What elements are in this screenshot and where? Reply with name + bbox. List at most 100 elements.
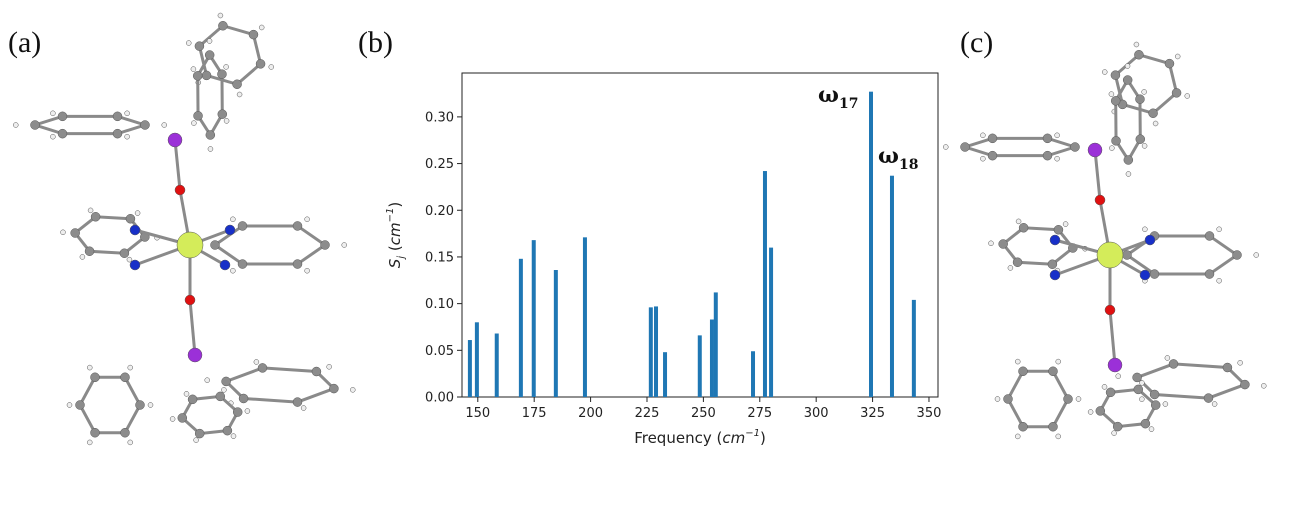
- atom: [1111, 136, 1121, 146]
- chart: 0.00 0.05 0.10 0.15 0.20 0.25 0.30 150 175 200 225…: [385, 72, 942, 447]
- atom: [1015, 358, 1021, 365]
- bar: [751, 351, 756, 397]
- bar: [868, 91, 873, 398]
- atom: [204, 50, 215, 60]
- atom: [1122, 75, 1133, 85]
- y-tick-label: 0.10: [425, 297, 454, 312]
- atom: [135, 400, 145, 410]
- ring: [196, 52, 224, 138]
- atom: [987, 150, 998, 161]
- bar: [531, 240, 536, 397]
- atom: [194, 41, 205, 51]
- bar: [663, 352, 668, 397]
- atom: [185, 40, 192, 46]
- annotation: ω18: [878, 143, 918, 173]
- atom: [258, 24, 265, 31]
- y-tick-label: 0.15: [425, 250, 454, 265]
- atom: [215, 391, 226, 402]
- atom: [57, 128, 68, 139]
- atom: [87, 364, 93, 371]
- atom: [134, 210, 141, 216]
- x-tick-label: 300: [804, 406, 829, 421]
- x-tick-label: 350: [917, 406, 942, 421]
- bond: [1108, 308, 1117, 367]
- atom: [140, 120, 150, 130]
- atom: [1003, 394, 1013, 404]
- atom: [230, 216, 236, 223]
- atom: [205, 130, 216, 140]
- atom: [50, 110, 56, 117]
- atom: [311, 366, 322, 377]
- atom: [980, 155, 986, 162]
- atom: [1105, 387, 1116, 398]
- atom: [90, 427, 100, 438]
- atom: [13, 122, 19, 128]
- annotation-symbol: ω: [818, 82, 839, 108]
- y-tick-label: 0.20: [425, 204, 454, 219]
- atom: [292, 397, 303, 407]
- bar: [494, 333, 499, 397]
- bar: [518, 258, 523, 397]
- atom: [1144, 234, 1156, 246]
- atom: [304, 267, 310, 274]
- atom: [244, 408, 251, 414]
- atom: [326, 364, 332, 370]
- atom: [125, 214, 136, 224]
- x-label-part: Frequency (: [634, 429, 722, 447]
- y-label-part: j: [396, 256, 407, 261]
- x-tick-label: 250: [691, 406, 716, 421]
- x-tick-label: 200: [578, 406, 603, 421]
- atom: [1253, 252, 1259, 258]
- atom: [184, 294, 196, 306]
- atom: [217, 12, 224, 19]
- atom: [1139, 269, 1151, 281]
- atom: [127, 439, 133, 446]
- atom: [238, 393, 249, 404]
- panel-label: (c): [960, 26, 993, 59]
- atom: [1015, 218, 1022, 225]
- atom: [112, 128, 123, 139]
- atom: [217, 69, 227, 79]
- atom: [1110, 70, 1121, 80]
- atom: [1110, 96, 1121, 106]
- atom: [222, 425, 233, 436]
- annotation-subscript: 17: [839, 96, 858, 112]
- panel-label: (b): [358, 26, 393, 59]
- atom: [350, 387, 356, 393]
- atom: [1054, 132, 1060, 139]
- atom: [1048, 366, 1058, 377]
- atom: [1015, 433, 1021, 440]
- y-tick-label: 0.25: [425, 157, 454, 172]
- atom: [201, 70, 212, 81]
- bar: [582, 237, 587, 397]
- x-label-part: cm: [722, 429, 745, 447]
- atom: [50, 133, 56, 140]
- atom: [1054, 155, 1060, 162]
- atom: [1237, 360, 1243, 366]
- atom: [1132, 372, 1142, 383]
- atom: [1139, 380, 1145, 386]
- atom: [1141, 89, 1147, 95]
- y-label-part: (: [386, 245, 404, 256]
- atom: [1171, 88, 1182, 98]
- x-tick-label: 275: [747, 406, 772, 421]
- y-label-part: S: [386, 258, 404, 268]
- bond: [1093, 148, 1102, 202]
- atom: [1095, 406, 1106, 416]
- atom: [119, 248, 130, 258]
- atom: [1148, 108, 1158, 119]
- atom: [1148, 426, 1155, 432]
- atom: [1112, 421, 1123, 432]
- atom: [1007, 265, 1014, 271]
- atom: [1184, 93, 1191, 99]
- atom: [1096, 241, 1124, 269]
- atom: [1062, 221, 1069, 227]
- x-tick-label: 325: [860, 406, 885, 421]
- atom: [206, 38, 213, 44]
- atom: [120, 372, 130, 383]
- atom: [1164, 355, 1171, 361]
- atom: [980, 132, 986, 139]
- atom: [1240, 379, 1250, 390]
- bar: [474, 322, 479, 397]
